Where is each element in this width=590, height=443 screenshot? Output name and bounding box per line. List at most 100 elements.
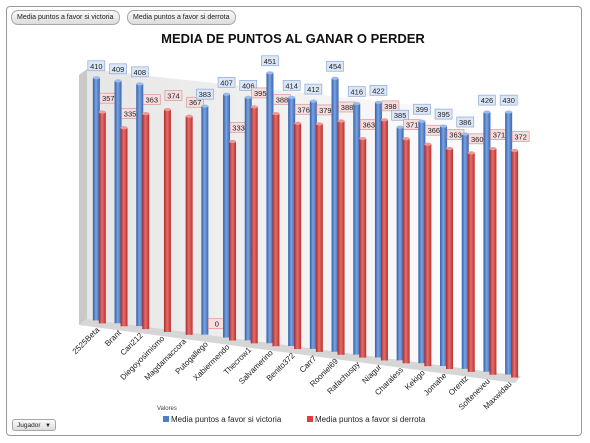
bar-derrota	[315, 123, 323, 352]
legend-swatch-derrota	[307, 416, 313, 422]
bar-derrota	[380, 119, 388, 361]
bar-derrota-top	[163, 107, 171, 112]
bar-victoria	[331, 78, 339, 352]
bar-victoria	[396, 127, 404, 361]
data-label-victoria: 410	[90, 62, 103, 71]
bar-victoria-top	[418, 119, 426, 123]
legend: Media puntos a favor si victoria Media p…	[163, 415, 426, 424]
bar-victoria-top	[396, 125, 404, 129]
data-label-victoria: 430	[502, 96, 515, 105]
bar-derrota	[294, 123, 302, 350]
bar-derrota	[250, 106, 258, 344]
label-box-victoria	[347, 86, 366, 97]
data-label-victoria: 422	[372, 86, 385, 95]
bar-derrota-top	[467, 151, 475, 155]
data-label-derrota: 335	[124, 110, 137, 119]
floor	[79, 319, 521, 383]
data-label-victoria: 409	[112, 65, 125, 74]
category-label: Carr7	[298, 354, 319, 375]
legend-label-victoria: Media puntos a favor si victoria	[171, 415, 282, 424]
bar-derrota	[402, 138, 410, 364]
bar-chart: MEDIA DE PUNTOS AL GANAR O PERDER 410 357…	[71, 31, 530, 424]
legend-swatch-victoria	[163, 416, 169, 422]
bar-derrota	[98, 112, 106, 324]
label-box-derrota	[142, 94, 161, 105]
chart-frame: Media puntos a favor si victoria Media pu…	[6, 6, 582, 436]
data-label-victoria: 385	[394, 111, 407, 120]
bar-derrota	[337, 120, 345, 355]
back-wall	[87, 69, 521, 376]
data-label-victoria: 426	[481, 96, 494, 105]
bar-derrota	[489, 148, 497, 375]
data-label-victoria: 406	[242, 81, 255, 90]
data-label-derrota: 360	[471, 135, 484, 144]
bar-derrota	[229, 141, 237, 341]
bar-derrota	[511, 150, 519, 378]
bar-victoria-top	[331, 76, 339, 80]
data-label-derrota: 363	[449, 131, 462, 140]
label-box-victoria	[499, 94, 518, 106]
data-label-derrota: 366	[428, 126, 441, 135]
pivot-field-button[interactable]: Media puntos a favor si victoria	[11, 10, 120, 25]
bar-victoria-top	[223, 92, 231, 96]
bar-derrota	[142, 113, 150, 330]
data-label-derrota: 388	[341, 103, 354, 112]
bar-victoria	[201, 106, 209, 335]
data-label-derrota: 0	[215, 320, 219, 329]
bar-victoria	[461, 134, 469, 369]
bar-derrota-top	[294, 121, 302, 125]
data-label-derrota: 398	[384, 102, 397, 111]
label-box-derrota	[381, 100, 400, 112]
data-label-derrota: 379	[319, 106, 332, 115]
jugador-filter-dropdown[interactable]: Jugador ▼	[12, 419, 56, 431]
label-box-victoria	[413, 103, 431, 115]
label-box-derrota	[186, 96, 204, 108]
bar-victoria-top	[461, 132, 469, 136]
bar-victoria-top	[201, 104, 209, 108]
bar-victoria-top	[505, 110, 513, 114]
bar-derrota	[424, 144, 432, 367]
data-label-victoria: 407	[220, 78, 233, 87]
bar-victoria	[440, 126, 448, 367]
bar-derrota-top	[511, 148, 519, 153]
chart-title: MEDIA DE PUNTOS AL GANAR O PERDER	[161, 31, 425, 46]
bar-victoria	[223, 94, 231, 338]
bar-victoria	[114, 80, 122, 324]
values-label: Valores	[157, 406, 177, 412]
bar-derrota	[446, 148, 454, 370]
bar-derrota-top	[250, 105, 258, 109]
jugador-filter-label: Jugador	[17, 422, 41, 429]
data-label-victoria: 386	[459, 118, 472, 127]
category-label: Brant	[103, 328, 123, 348]
bar-derrota-top	[359, 136, 367, 141]
bar-derrota	[359, 138, 367, 358]
pivot-field-button[interactable]: Media puntos a favor si derrota	[127, 10, 236, 25]
data-label-derrota: 372	[514, 133, 527, 142]
data-label-derrota: 363	[362, 121, 375, 130]
label-box-victoria	[217, 76, 236, 88]
bar-victoria-top	[353, 101, 361, 106]
data-label-derrota: 395	[254, 89, 267, 98]
label-box-derrota	[164, 90, 183, 101]
bar-victoria-top	[374, 100, 382, 104]
category-label: 2525Beta	[71, 325, 102, 356]
bar-derrota-top	[402, 137, 410, 141]
bar-derrota-top	[489, 147, 497, 151]
category-label: Orentz	[447, 374, 470, 397]
data-label-victoria: 408	[133, 68, 146, 77]
label-box-victoria	[196, 88, 214, 100]
label-box-derrota	[511, 131, 530, 142]
bar-derrota-top	[424, 142, 432, 146]
bar-victoria-top	[136, 82, 144, 86]
data-label-derrota: 363	[145, 96, 158, 105]
bar-derrota	[272, 113, 280, 347]
bar-victoria	[92, 77, 100, 321]
bar-victoria-top	[114, 79, 122, 83]
data-label-victoria: 414	[285, 81, 298, 90]
bar-victoria	[483, 112, 491, 372]
bar-victoria-top	[483, 110, 491, 114]
data-label-derrota: 357	[102, 94, 115, 103]
bar-victoria	[418, 121, 426, 364]
bar-victoria	[505, 112, 513, 375]
bar-derrota-top	[446, 146, 454, 151]
